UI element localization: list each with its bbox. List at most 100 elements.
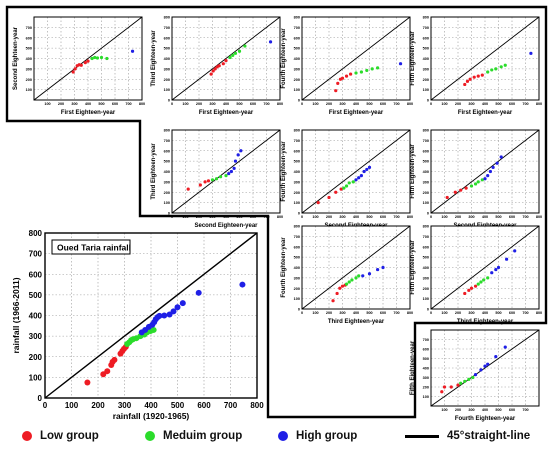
- x-tick-label: 500: [495, 102, 501, 106]
- y-tick-label: 300: [26, 67, 32, 71]
- x-tick-label: 0: [301, 311, 303, 315]
- y-tick-label: 500: [294, 256, 300, 260]
- panel-2-3: 0 100 200 300 400 500 600 700 800010020030040050…: [151, 129, 283, 230]
- reference-line-main: [44, 232, 258, 399]
- high-group-point: [505, 257, 509, 261]
- y-tick-label: 800: [164, 16, 170, 20]
- medium-group-point: [490, 68, 494, 72]
- low-group-point: [349, 72, 353, 76]
- y-tick-label: 700: [164, 139, 170, 143]
- low-group-point: [327, 195, 331, 200]
- x-tick-label: 800: [277, 102, 283, 106]
- x-tick-label: 100: [65, 401, 79, 410]
- y-tick-label: 800: [294, 129, 300, 133]
- y-tick-label: 300: [294, 276, 300, 280]
- panel-1-3: 0 100 200 300 400 500 600 700 800010020030040050…: [151, 16, 283, 117]
- high-group-point: [179, 300, 186, 307]
- y-tick-label: 100: [294, 201, 300, 205]
- reference-line-1-5: [430, 16, 540, 101]
- low-group-point: [440, 390, 444, 394]
- y-tick-label: 300: [423, 67, 429, 71]
- x-tick-label: 800: [536, 215, 542, 219]
- y-tick-label: 600: [164, 36, 170, 40]
- y-tick-label: 700: [26, 26, 32, 30]
- x-tick-label: 0: [301, 215, 303, 219]
- x-tick-label: 400: [482, 311, 488, 315]
- medium-group-point: [93, 55, 97, 60]
- y-tick-label: 300: [294, 180, 300, 184]
- y-tick-label: 500: [294, 47, 300, 51]
- x-axis-label-1-2: First Eighteen-year: [61, 110, 116, 116]
- high-group-point: [229, 169, 233, 174]
- legend-low-swatch: [22, 431, 32, 441]
- high-group-point: [503, 345, 507, 349]
- x-tick-label: 700: [393, 311, 399, 315]
- low-group-point: [221, 62, 225, 66]
- x-tick-label: 200: [455, 215, 461, 219]
- y-tick-label: 400: [294, 266, 300, 270]
- low-group-point: [442, 385, 447, 389]
- y-tick-label: 200: [294, 287, 300, 291]
- x-axis-label-main: rainfall (1920-1965): [113, 411, 190, 421]
- y-tick-label: 700: [294, 139, 300, 143]
- y-tick-label: 0: [38, 394, 43, 403]
- y-tick-label: 800: [29, 229, 43, 238]
- x-tick-label: 300: [209, 102, 215, 106]
- y-tick-label: 200: [423, 287, 429, 291]
- high-group-point: [361, 274, 365, 278]
- x-tick-label: 300: [468, 102, 474, 106]
- medium-group-point: [237, 49, 242, 53]
- medium-group-point: [357, 274, 361, 278]
- high-group-point: [354, 178, 358, 182]
- x-tick-label: 600: [380, 215, 386, 219]
- y-axis-label-2-3: Third Eighteen-year: [151, 143, 157, 200]
- y-tick-label: 700: [29, 250, 43, 259]
- y-tick-label: 800: [423, 16, 429, 20]
- reference-line-4-5: [430, 329, 540, 407]
- x-tick-label: 200: [455, 311, 461, 315]
- y-tick-label: 300: [423, 180, 429, 184]
- reference-line-1-4: [301, 16, 411, 101]
- medium-group-point: [480, 178, 484, 182]
- y-tick-label: 800: [294, 225, 300, 229]
- y-tick-label: 400: [164, 57, 170, 61]
- x-tick-label: 300: [468, 311, 474, 315]
- high-group-point: [239, 149, 243, 153]
- legend-high-label: High group: [296, 430, 358, 442]
- y-tick-label: 100: [423, 297, 429, 301]
- x-tick-label: 400: [353, 102, 359, 106]
- high-group-point: [130, 49, 135, 53]
- medium-group-point: [90, 56, 94, 61]
- x-tick-label: 200: [455, 408, 461, 412]
- y-tick-label: 700: [423, 139, 429, 143]
- x-tick-label: 500: [236, 215, 242, 219]
- x-axis-label-1-5: First Eighteen-year: [458, 110, 513, 116]
- x-tick-label: 600: [509, 311, 515, 315]
- chart-title: Oued Taria rainfall: [57, 243, 131, 253]
- high-group-point: [495, 161, 499, 165]
- medium-group-point: [370, 67, 374, 71]
- x-tick-label: 700: [393, 215, 399, 219]
- axes-frame-4-5: [430, 329, 540, 407]
- panel-3-4: 0 100 200 300 400 500 600 700 800010020030040050…: [281, 225, 413, 326]
- y-axis-label-2-5: Fifth Eighteen-year: [410, 144, 416, 199]
- medium-group-point: [359, 70, 363, 74]
- y-tick-label: 200: [29, 353, 43, 362]
- panel-1-4: 0 100 200 300 400 500 600 700 800010020030040050…: [281, 16, 413, 117]
- medium-group-point: [351, 180, 355, 184]
- high-group-point: [513, 249, 517, 253]
- y-tick-label: 800: [423, 129, 429, 133]
- low-group-point: [83, 61, 87, 65]
- x-tick-label: 400: [223, 215, 229, 219]
- y-tick-label: 600: [423, 245, 429, 249]
- low-group-point: [463, 291, 467, 296]
- x-tick-label: 600: [509, 408, 515, 412]
- y-tick-label: 600: [294, 149, 300, 153]
- medium-group-point: [467, 377, 471, 381]
- high-group-point: [367, 165, 372, 169]
- x-tick-label: 400: [482, 408, 488, 412]
- x-tick-label: 700: [522, 102, 528, 106]
- low-group-point: [224, 58, 228, 63]
- y-tick-label: 500: [164, 47, 170, 51]
- x-tick-label: 600: [509, 215, 515, 219]
